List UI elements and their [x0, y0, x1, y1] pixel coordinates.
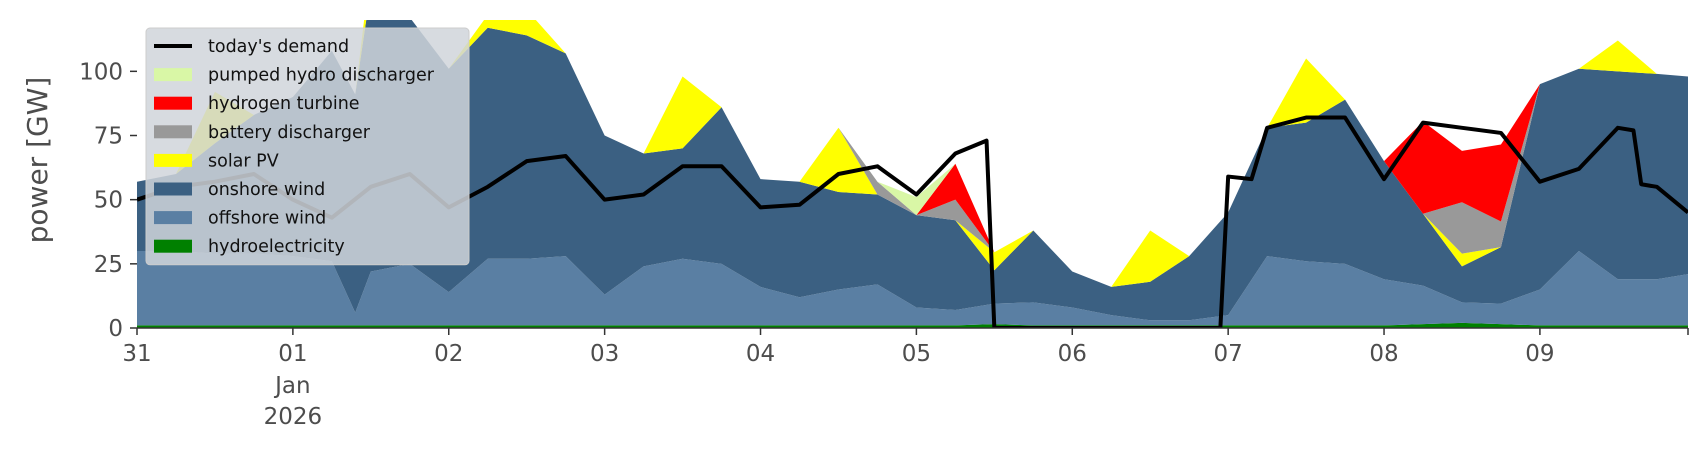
legend-label: battery discharger: [208, 123, 371, 143]
x-tick-label: 04: [746, 341, 775, 367]
legend-swatch: [154, 153, 192, 167]
y-tick-label: 25: [94, 252, 123, 278]
area-solar-pv: [137, 20, 1688, 287]
x-tick-label: 09: [1525, 341, 1554, 367]
area-hydroelectricity: [137, 322, 1688, 328]
legend-label: today's demand: [208, 37, 349, 57]
y-tick-label: 0: [108, 316, 123, 342]
x-tick-sublabel: Jan: [273, 373, 310, 399]
x-tick-label: 02: [434, 341, 463, 367]
y-tick-label: 100: [79, 59, 123, 85]
legend-swatch: [154, 68, 192, 82]
legend-box: [145, 27, 470, 266]
y-tick-label: 75: [94, 124, 123, 150]
legend: today's demand pumped hydro discharger hyd…: [145, 27, 470, 266]
axes: 31 01 Jan 2026 02 03 04 05 06 07 08 09 0 25 50 75 100: [79, 59, 1689, 430]
legend-label: pumped hydro discharger: [208, 66, 435, 86]
x-tick-label: 08: [1369, 341, 1398, 367]
legend-swatch: [154, 125, 192, 139]
legend-swatch: [154, 239, 192, 253]
x-tick-label: 06: [1058, 341, 1087, 367]
x-tick-label: 07: [1214, 341, 1243, 367]
legend-label: onshore wind: [208, 180, 325, 200]
legend-swatch: [154, 96, 192, 110]
x-tick-label: 31: [122, 341, 151, 367]
x-tick-label: 03: [590, 341, 619, 367]
area-offshore-wind: [137, 251, 1688, 326]
legend-label: hydrogen turbine: [208, 94, 360, 114]
legend-swatch: [154, 211, 192, 225]
stacked-areas: [137, 20, 1688, 328]
legend-label: hydroelectricity: [208, 237, 345, 257]
x-tick-label: 05: [902, 341, 931, 367]
y-tick-label: 50: [94, 188, 123, 214]
legend-label: offshore wind: [208, 209, 326, 229]
legend-swatch: [154, 182, 192, 196]
y-axis-label: power [GW]: [21, 77, 54, 244]
area-onshore-wind: [137, 20, 1688, 321]
x-tick-label: 01: [278, 341, 307, 367]
legend-label: solar PV: [208, 151, 279, 171]
x-tick-sublabel: 2026: [264, 404, 323, 430]
